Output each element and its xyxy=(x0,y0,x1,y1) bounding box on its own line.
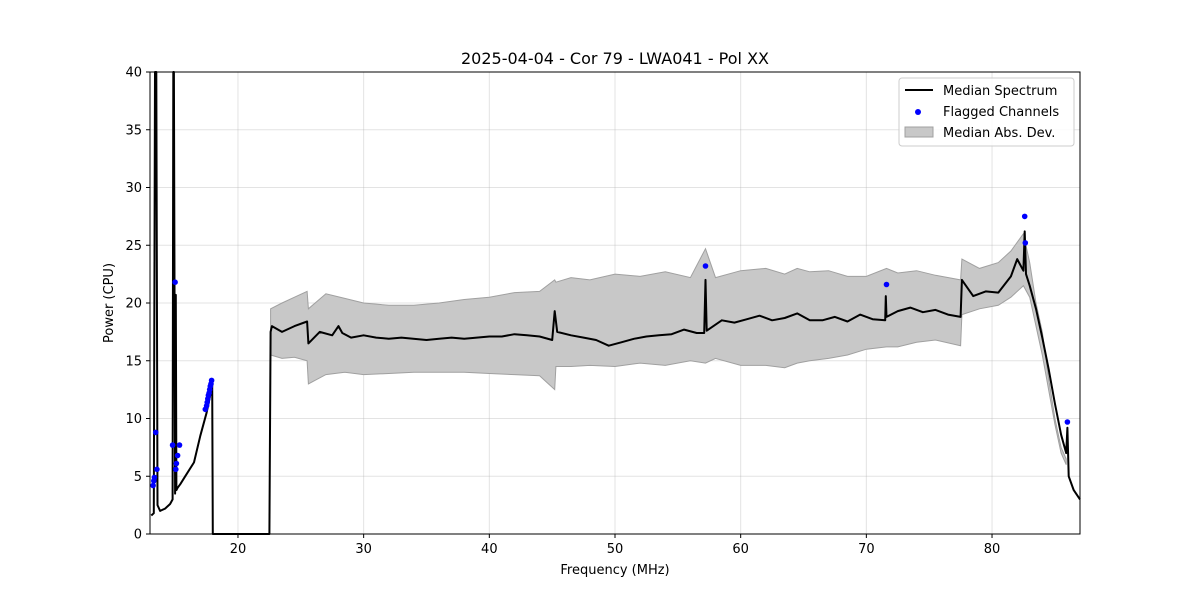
flagged-channel-point xyxy=(173,466,179,473)
y-tick-label: 35 xyxy=(125,123,142,138)
flagged-channel-point xyxy=(174,452,181,459)
x-tick-label: 60 xyxy=(732,542,749,557)
legend-label-median: Median Spectrum xyxy=(943,84,1057,99)
legend-label-flagged: Flagged Channels xyxy=(943,105,1059,120)
flagged-channel-point xyxy=(151,474,158,481)
flagged-channel-point xyxy=(883,281,890,288)
y-tick-label: 15 xyxy=(125,354,142,369)
median-line-layer xyxy=(150,71,1081,535)
y-tick-label: 10 xyxy=(125,412,142,427)
y-tick-label: 40 xyxy=(125,66,142,81)
x-tick-label: 20 xyxy=(230,542,247,557)
y-tick-label: 0 xyxy=(134,528,142,543)
y-tick-label: 25 xyxy=(125,239,142,254)
y-tick-label: 5 xyxy=(134,470,142,485)
legend-point-swatch xyxy=(915,109,921,115)
flagged-channel-point xyxy=(702,263,709,269)
legend-label-mad: Median Abs. Dev. xyxy=(943,126,1055,141)
flagged-channel-point xyxy=(173,460,180,467)
flagged-channel-point xyxy=(208,377,215,384)
flagged-channel-point xyxy=(172,279,178,286)
axis-ticks: 20 30 40 50 60 70 80 0 5 10 15 20 25 30 35 40 xyxy=(125,66,1000,558)
legend-band-swatch xyxy=(904,126,934,138)
flagged-channel-point xyxy=(1021,213,1028,220)
flagged-channel-point xyxy=(176,442,183,448)
legend: Median Spectrum Flagged Channels Median … xyxy=(898,77,1075,147)
flagged-channel-point xyxy=(169,442,176,448)
y-tick-label: 30 xyxy=(125,181,142,196)
x-axis-label: Frequency (MHz) xyxy=(560,563,669,578)
x-tick-label: 40 xyxy=(481,542,498,557)
flagged-channel-point xyxy=(150,482,156,489)
flagged-points-layer xyxy=(150,213,1071,489)
chart-title: 2025-04-04 - Cor 79 - LWA041 - Pol XX xyxy=(461,49,769,68)
y-tick-label: 20 xyxy=(125,297,142,312)
median-spectrum-line xyxy=(150,71,1081,535)
x-tick-label: 50 xyxy=(607,542,624,557)
x-tick-label: 30 xyxy=(355,542,372,557)
x-tick-label: 80 xyxy=(984,542,1001,557)
flagged-channel-point xyxy=(152,429,159,436)
y-axis-label: Power (CPU) xyxy=(102,263,117,343)
flagged-channel-point xyxy=(1022,240,1029,246)
mad-band xyxy=(270,232,1067,465)
x-tick-label: 70 xyxy=(858,542,875,557)
flagged-channel-point xyxy=(1064,419,1071,425)
mad-band-layer xyxy=(270,232,1067,465)
legend-box xyxy=(898,77,1075,147)
flagged-channel-point xyxy=(154,466,160,473)
